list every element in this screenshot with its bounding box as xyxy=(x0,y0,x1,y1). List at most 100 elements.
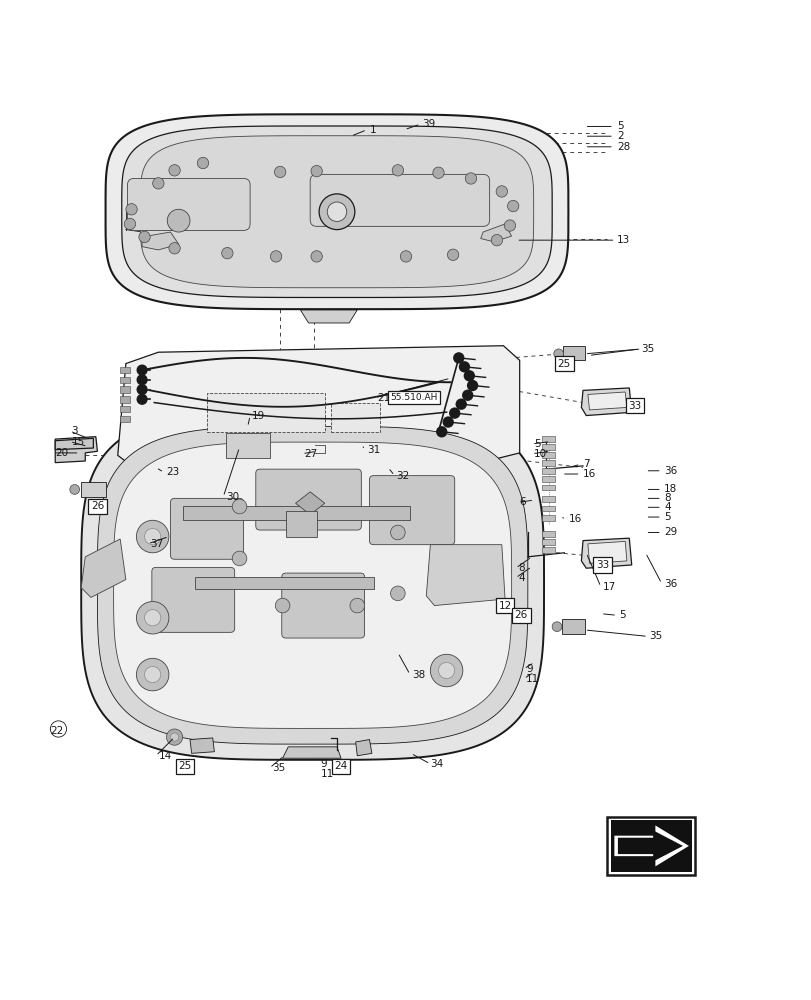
Text: 3: 3 xyxy=(71,426,78,436)
FancyBboxPatch shape xyxy=(170,498,243,559)
Text: 38: 38 xyxy=(412,670,425,680)
Text: 21: 21 xyxy=(377,393,390,403)
Bar xyxy=(542,436,555,442)
Bar xyxy=(542,506,555,511)
Circle shape xyxy=(350,598,364,613)
Bar xyxy=(607,817,694,875)
Circle shape xyxy=(392,165,403,176)
Polygon shape xyxy=(55,438,93,450)
Circle shape xyxy=(270,251,281,262)
Polygon shape xyxy=(81,539,126,597)
Text: 8: 8 xyxy=(517,563,524,573)
Circle shape xyxy=(136,658,169,691)
Text: 9: 9 xyxy=(526,664,532,674)
Text: 19: 19 xyxy=(251,411,264,421)
Text: 35: 35 xyxy=(272,763,285,773)
Text: 8: 8 xyxy=(663,493,670,503)
Circle shape xyxy=(144,610,161,626)
Bar xyxy=(542,444,555,450)
Text: 17: 17 xyxy=(602,582,615,592)
Text: 36: 36 xyxy=(663,579,676,589)
Circle shape xyxy=(139,231,150,243)
Text: 55.510.AH: 55.510.AH xyxy=(390,393,437,402)
Polygon shape xyxy=(190,738,214,753)
FancyBboxPatch shape xyxy=(369,476,454,545)
Text: 7: 7 xyxy=(582,459,589,469)
Bar xyxy=(542,460,555,466)
Text: 25: 25 xyxy=(557,359,570,369)
Circle shape xyxy=(124,218,135,230)
Text: 28: 28 xyxy=(616,142,629,152)
Bar xyxy=(207,393,324,432)
Bar xyxy=(120,377,130,383)
Bar xyxy=(542,485,555,490)
Circle shape xyxy=(442,416,453,428)
Bar xyxy=(542,515,555,521)
Text: 16: 16 xyxy=(582,469,595,479)
Circle shape xyxy=(438,662,454,679)
Circle shape xyxy=(553,349,563,359)
Bar xyxy=(542,539,555,545)
Circle shape xyxy=(466,380,478,391)
Text: 26: 26 xyxy=(91,501,104,511)
Polygon shape xyxy=(122,126,551,297)
Bar xyxy=(561,619,584,634)
Text: 35: 35 xyxy=(641,344,654,354)
Text: 4: 4 xyxy=(517,573,524,583)
Circle shape xyxy=(137,375,147,385)
Text: 13: 13 xyxy=(616,235,629,245)
Text: 12: 12 xyxy=(498,601,511,611)
Circle shape xyxy=(461,390,473,401)
Polygon shape xyxy=(581,388,631,416)
FancyBboxPatch shape xyxy=(281,573,364,638)
Bar xyxy=(120,416,130,422)
Polygon shape xyxy=(118,346,519,468)
Text: 25: 25 xyxy=(178,761,191,771)
Bar xyxy=(542,496,555,502)
Text: 27: 27 xyxy=(304,449,317,459)
Circle shape xyxy=(144,666,161,683)
Bar xyxy=(120,367,130,373)
Text: 1: 1 xyxy=(369,125,375,135)
Bar xyxy=(285,511,316,537)
Text: 39: 39 xyxy=(422,119,435,129)
Circle shape xyxy=(137,385,147,394)
Circle shape xyxy=(436,426,447,437)
Circle shape xyxy=(458,361,470,373)
Bar xyxy=(81,482,105,497)
Circle shape xyxy=(167,209,190,232)
Bar xyxy=(120,386,130,393)
Text: 22: 22 xyxy=(50,726,63,736)
Circle shape xyxy=(136,520,169,553)
Circle shape xyxy=(463,370,474,381)
Text: 34: 34 xyxy=(430,759,443,769)
Text: 16: 16 xyxy=(568,514,581,524)
Polygon shape xyxy=(81,411,543,760)
Text: 32: 32 xyxy=(396,471,409,481)
Text: 4: 4 xyxy=(663,502,670,512)
Polygon shape xyxy=(581,538,631,568)
Polygon shape xyxy=(426,545,504,606)
Circle shape xyxy=(136,601,169,634)
Text: 14: 14 xyxy=(158,751,171,761)
Text: 36: 36 xyxy=(663,466,676,476)
Circle shape xyxy=(137,365,147,375)
Text: 30: 30 xyxy=(225,492,238,502)
Circle shape xyxy=(232,499,247,514)
Circle shape xyxy=(70,485,79,494)
Circle shape xyxy=(390,586,405,601)
Text: 11: 11 xyxy=(320,769,333,779)
Text: 35: 35 xyxy=(649,631,662,641)
Bar xyxy=(120,396,130,403)
Circle shape xyxy=(311,165,322,177)
FancyBboxPatch shape xyxy=(152,567,234,632)
Bar xyxy=(542,476,555,482)
Circle shape xyxy=(169,243,180,254)
Text: 20: 20 xyxy=(55,448,68,458)
Circle shape xyxy=(144,528,161,545)
Text: 6: 6 xyxy=(519,497,526,507)
Polygon shape xyxy=(97,426,527,744)
Circle shape xyxy=(152,178,164,189)
Bar xyxy=(182,506,410,520)
Text: 29: 29 xyxy=(663,527,676,537)
